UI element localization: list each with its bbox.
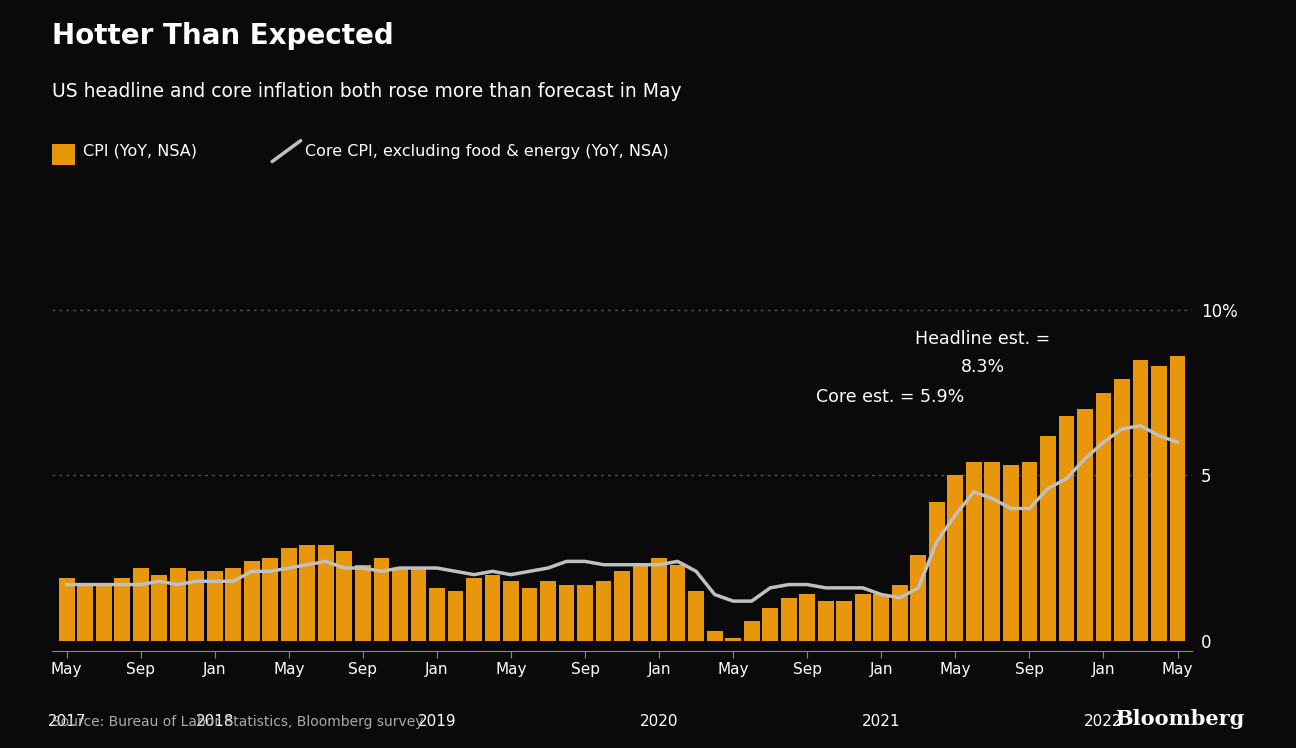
Bar [1151, 366, 1166, 641]
Bar [596, 581, 612, 641]
Bar [467, 578, 482, 641]
Bar [485, 574, 500, 641]
Bar [152, 574, 167, 641]
Text: Headline est. =: Headline est. = [915, 330, 1051, 348]
Text: Core est. = 5.9%: Core est. = 5.9% [816, 388, 964, 406]
Bar [929, 502, 945, 641]
Bar [411, 568, 426, 641]
Bar [966, 462, 982, 641]
Text: CPI (YoY, NSA): CPI (YoY, NSA) [83, 144, 197, 159]
Bar [652, 558, 667, 641]
Bar [78, 585, 93, 641]
Bar [1059, 416, 1074, 641]
Bar [393, 568, 408, 641]
Bar [299, 545, 315, 641]
Bar [337, 551, 353, 641]
Bar [818, 601, 833, 641]
Bar [318, 545, 334, 641]
Bar [762, 607, 778, 641]
Bar [133, 568, 149, 641]
Bar [781, 598, 797, 641]
Text: Hotter Than Expected: Hotter Than Expected [52, 22, 394, 50]
Bar [855, 595, 871, 641]
Bar [559, 585, 574, 641]
Bar [688, 591, 704, 641]
Bar [947, 475, 963, 641]
Bar [577, 585, 594, 641]
Bar [355, 565, 371, 641]
Bar [226, 568, 241, 641]
Bar [892, 585, 907, 641]
Bar [114, 578, 130, 641]
Bar [429, 588, 445, 641]
Text: 2018: 2018 [196, 714, 235, 729]
Bar [614, 571, 630, 641]
Bar [1021, 462, 1037, 641]
Bar [1095, 393, 1112, 641]
Bar [244, 562, 259, 641]
Bar [188, 571, 205, 641]
Bar [1133, 360, 1148, 641]
Bar [632, 565, 648, 641]
Bar [540, 581, 556, 641]
Text: 2022: 2022 [1085, 714, 1122, 729]
Bar [1077, 409, 1093, 641]
Bar [726, 637, 741, 641]
Bar [1115, 379, 1130, 641]
Bar [447, 591, 464, 641]
Text: US headline and core inflation both rose more than forecast in May: US headline and core inflation both rose… [52, 82, 682, 101]
Bar [985, 462, 1001, 641]
Bar [281, 548, 297, 641]
Bar [96, 585, 111, 641]
Bar [706, 631, 723, 641]
Bar [744, 621, 759, 641]
Bar [670, 565, 686, 641]
Text: 2021: 2021 [862, 714, 901, 729]
Bar [373, 558, 389, 641]
Bar [263, 558, 279, 641]
Bar [503, 581, 518, 641]
Bar [58, 578, 75, 641]
Text: Bloomberg: Bloomberg [1115, 709, 1244, 729]
Text: Source: Bureau of Labor Statistics, Bloomberg survey: Source: Bureau of Labor Statistics, Bloo… [52, 715, 424, 729]
Bar [836, 601, 853, 641]
Bar [170, 568, 185, 641]
Bar [1003, 465, 1019, 641]
Text: 2019: 2019 [417, 714, 456, 729]
Text: Core CPI, excluding food & energy (YoY, NSA): Core CPI, excluding food & energy (YoY, … [305, 144, 669, 159]
Text: 2017: 2017 [48, 714, 86, 729]
Text: 2020: 2020 [640, 714, 678, 729]
Bar [1170, 356, 1186, 641]
Text: 8.3%: 8.3% [962, 358, 1006, 376]
Bar [800, 595, 815, 641]
Bar [207, 571, 223, 641]
Bar [522, 588, 538, 641]
Bar [1041, 435, 1056, 641]
Bar [911, 555, 927, 641]
Bar [874, 595, 889, 641]
